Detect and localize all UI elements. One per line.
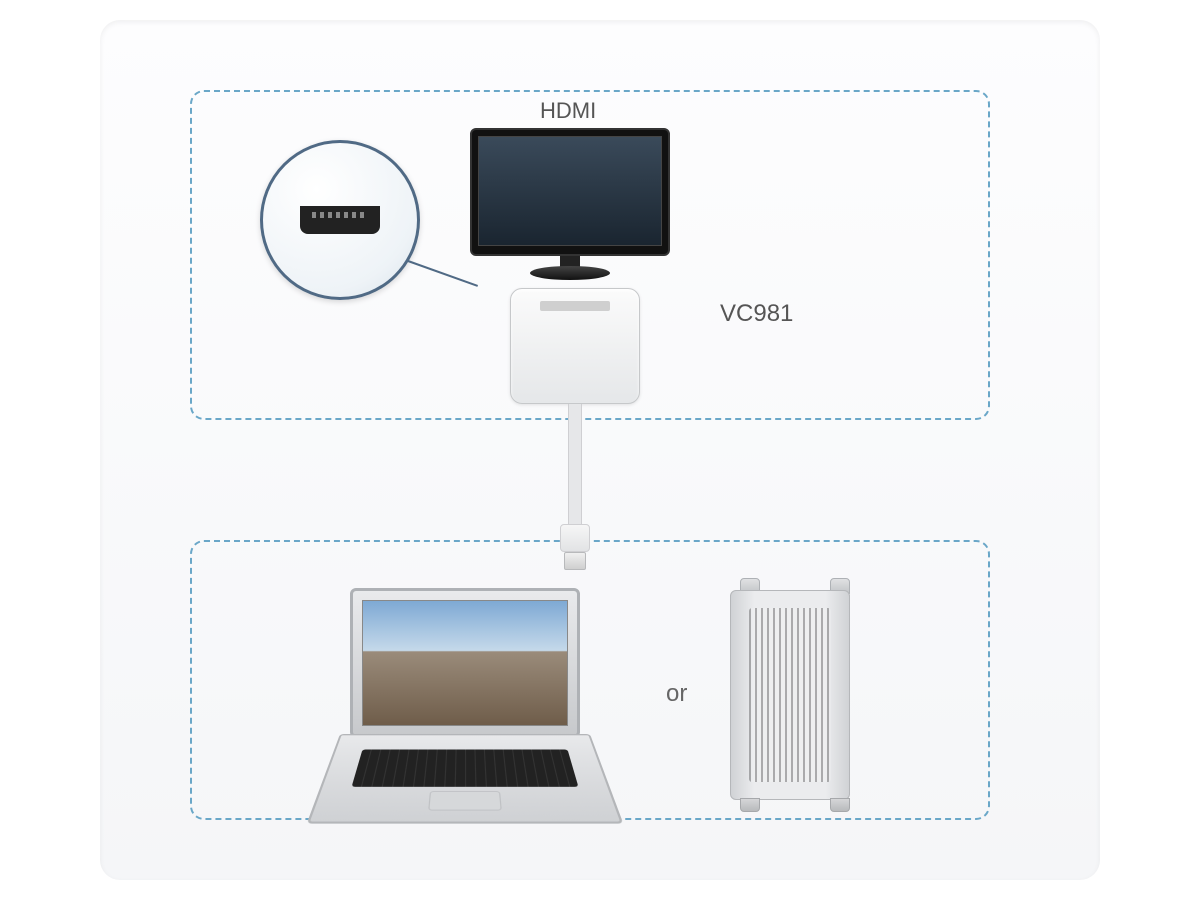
adapter-vc981 [510, 288, 640, 404]
monitor-stand-base [530, 266, 610, 280]
laptop-display [362, 600, 568, 726]
monitor-screen [478, 136, 662, 246]
laptop-base [307, 734, 624, 824]
product-label: VC981 [720, 300, 793, 328]
diagram-panel: HDMI VC981 or [100, 20, 1100, 880]
adapter-cable [568, 404, 582, 524]
hdmi-port-icon [300, 206, 380, 234]
tower-foot-right [830, 798, 850, 812]
or-label: or [666, 680, 687, 708]
hdmi-label: HDMI [540, 98, 596, 124]
tower-foot-left [740, 798, 760, 812]
desktop-tower [730, 590, 850, 800]
tower-front-grille [749, 608, 832, 783]
laptop-trackpad [429, 791, 502, 811]
hdmi-port-callout [260, 140, 420, 300]
adapter-connector-tip [564, 552, 586, 570]
adapter-connector-body [560, 524, 590, 552]
laptop-keyboard [351, 750, 579, 787]
adapter-output-slot [540, 301, 610, 311]
